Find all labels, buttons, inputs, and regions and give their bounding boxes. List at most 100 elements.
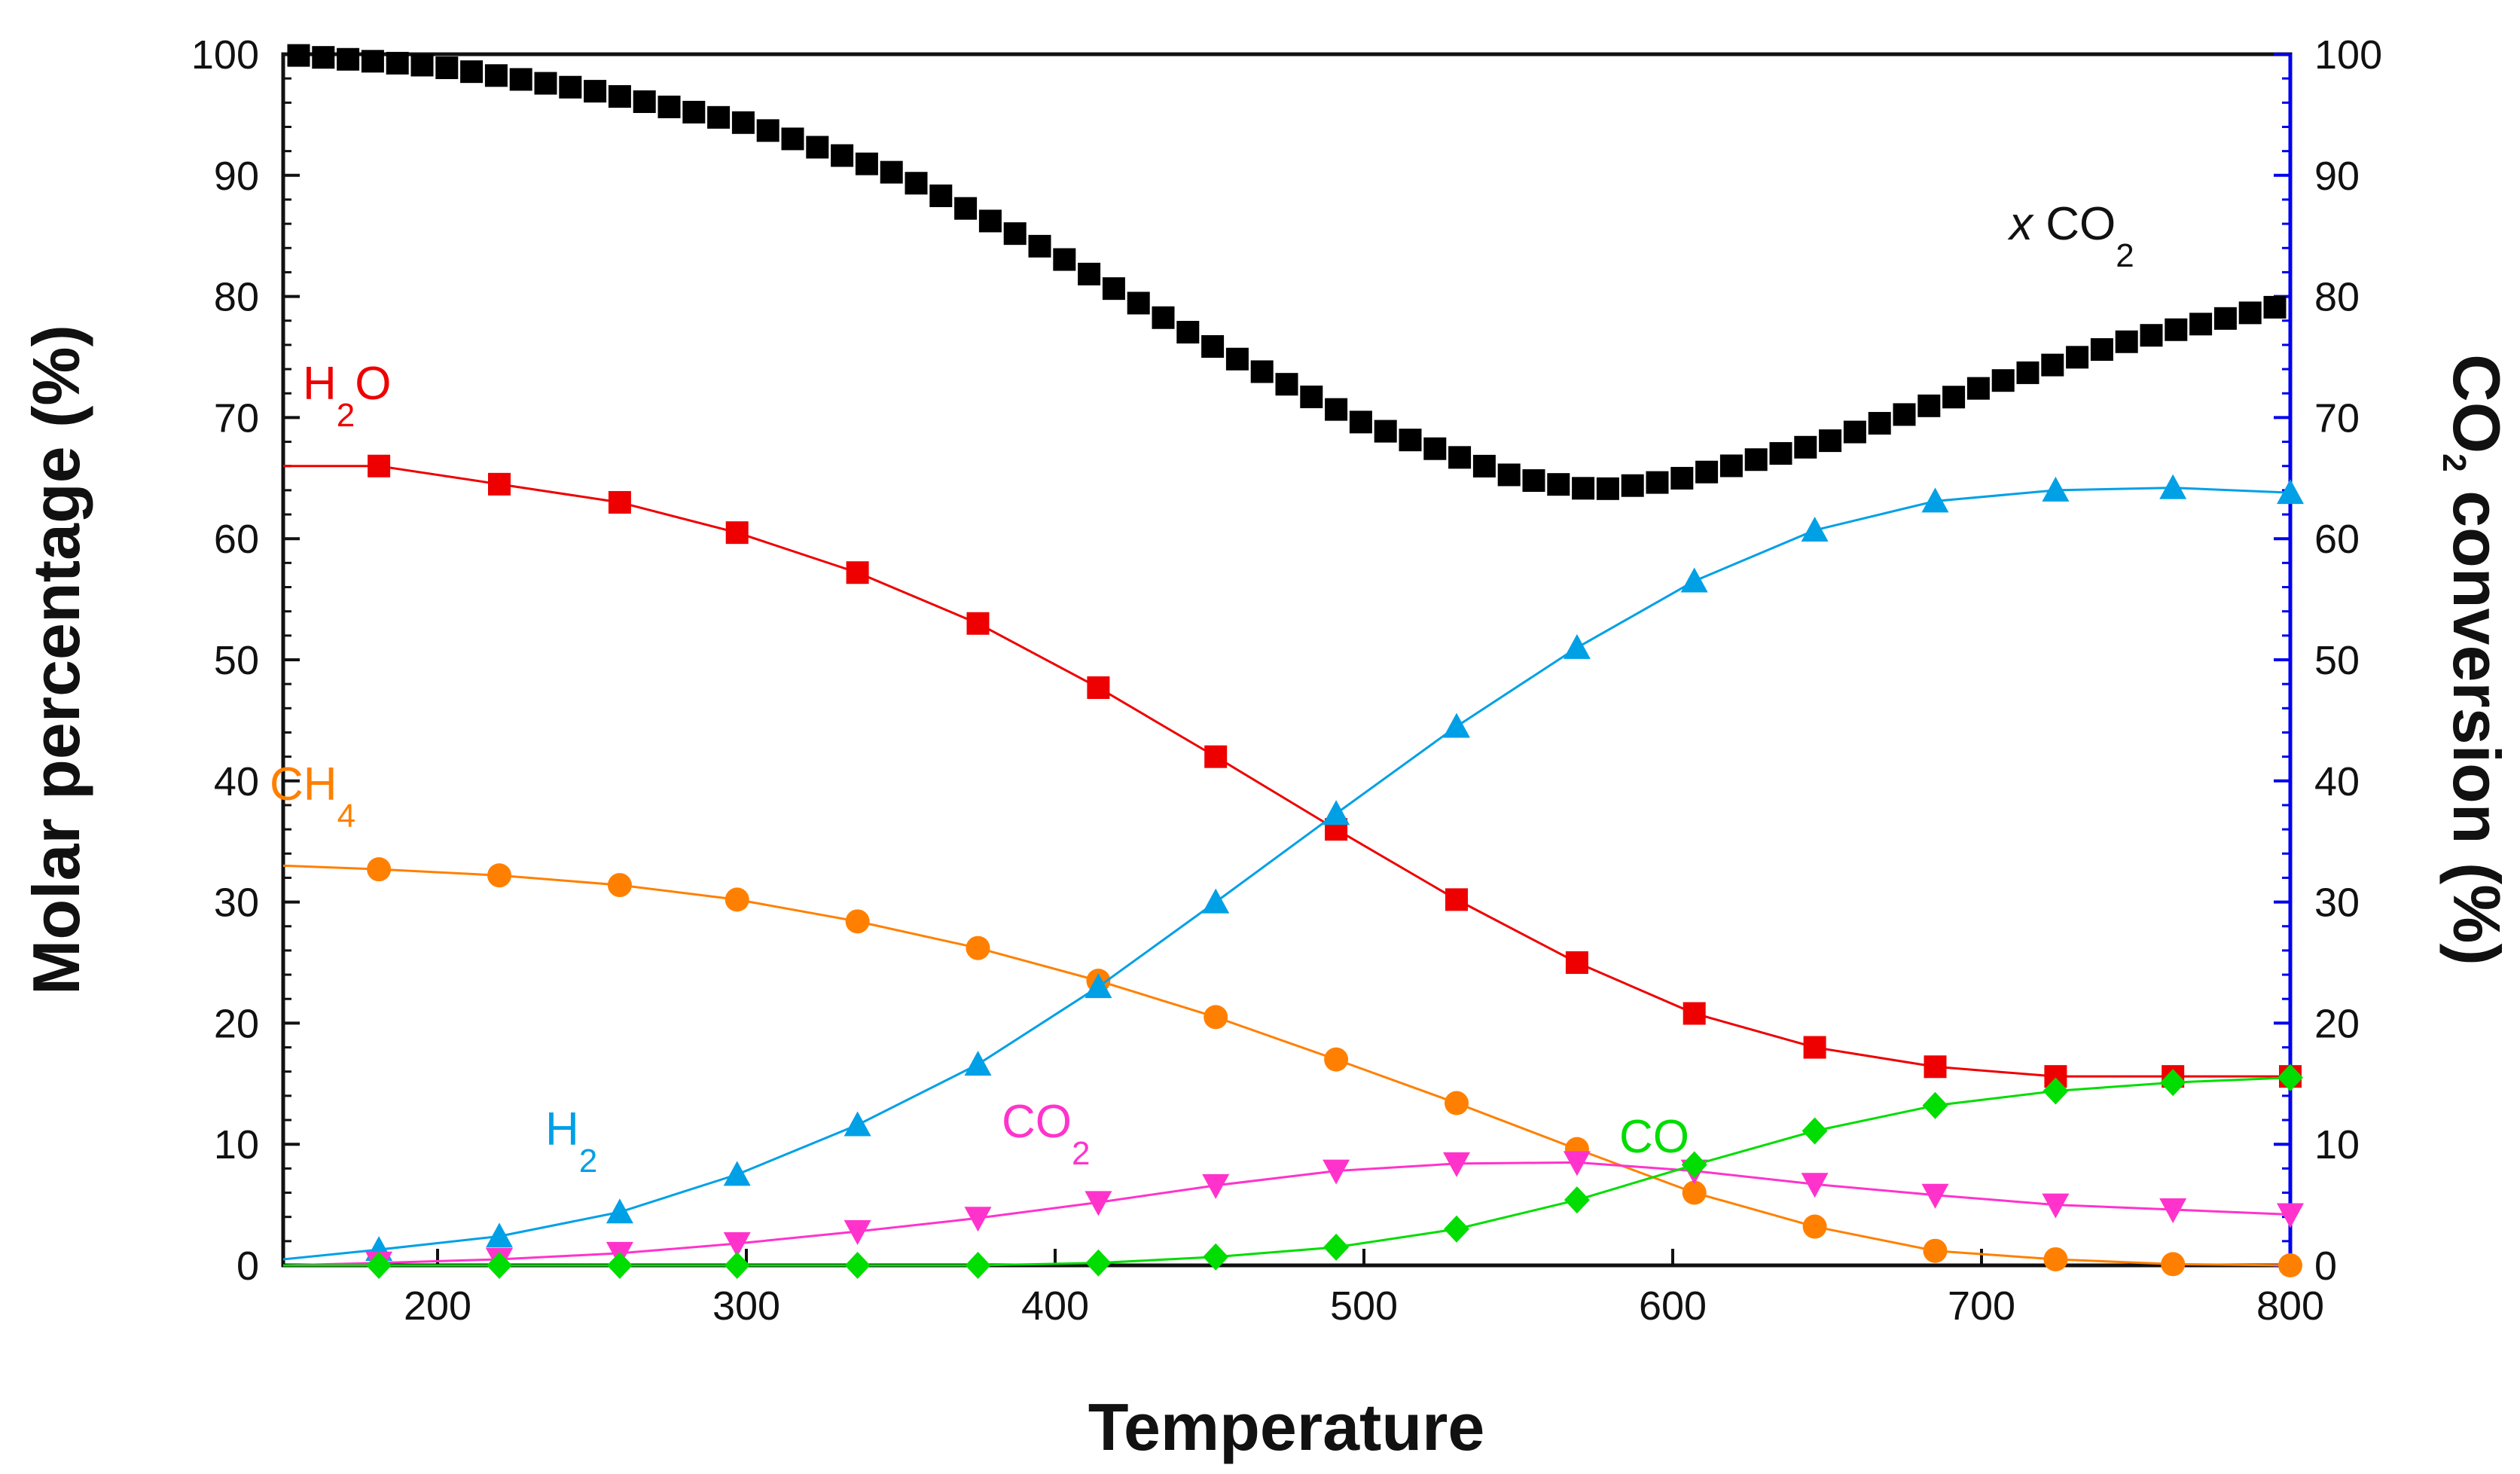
series-point-co — [1922, 1091, 1948, 1119]
y-axis-title-right: CO2 conversion (%) — [2436, 354, 2514, 966]
conversion-point — [1325, 398, 1348, 421]
x-tick-label: 200 — [404, 1283, 471, 1329]
y-left-tick-label: 80 — [214, 275, 259, 320]
series-point-co — [724, 1252, 750, 1279]
series-point-co2 — [1085, 1191, 1112, 1216]
y-axis-title-right-main: CO — [2439, 354, 2514, 453]
conversion-point — [410, 53, 434, 77]
conversion-point — [1028, 234, 1051, 258]
conversion-point — [287, 44, 310, 67]
series-point-h2o — [1204, 745, 1228, 768]
series-label-rest: O — [355, 358, 391, 410]
series-point-h2o — [1683, 1002, 1706, 1025]
series-point-co — [2160, 1069, 2186, 1097]
y-left-tick-label: 100 — [191, 32, 259, 78]
conversion-point — [484, 64, 508, 87]
conversion-point — [806, 136, 829, 159]
series-point-co — [606, 1252, 633, 1279]
y-axis-title-left: Molar percentage (%) — [19, 325, 93, 995]
series-point-co — [844, 1252, 871, 1279]
series-label-main: H — [545, 1103, 579, 1155]
conversion-point — [2238, 301, 2262, 325]
y-right-tick-label: 90 — [2314, 154, 2360, 199]
conversion-point — [1868, 411, 1891, 435]
series-point-co — [965, 1252, 991, 1279]
y-left-tick-label: 0 — [236, 1244, 259, 1289]
series-point-h2 — [1443, 713, 1470, 738]
series-point-h2 — [2277, 479, 2304, 505]
series-label-sub: 2 — [337, 397, 355, 434]
conversion-point — [707, 105, 731, 129]
conversion-point — [2115, 330, 2138, 353]
series-label-co: CO — [1619, 1111, 1689, 1163]
conversion-point — [2213, 307, 2237, 330]
series-point-ch4 — [845, 909, 870, 934]
conversion-point — [1374, 420, 1397, 443]
conversion-point — [608, 85, 631, 108]
x-tick-label: 300 — [712, 1283, 780, 1329]
y-left-tick-label: 50 — [214, 638, 259, 683]
conversion-point — [756, 119, 779, 142]
series-point-ch4 — [2161, 1252, 2186, 1277]
conversion-point — [905, 172, 928, 195]
series-point-ch4 — [2043, 1247, 2068, 1271]
conversion-point — [2140, 324, 2163, 347]
series-line-h2o — [283, 465, 2290, 1078]
series-point-co — [1085, 1249, 1112, 1277]
series-point-h2o — [1445, 888, 1468, 911]
x-tick-label: 700 — [1948, 1283, 2015, 1329]
series-point-ch4 — [367, 857, 392, 882]
series-point-ch4 — [607, 873, 632, 898]
series-point-ch4 — [1445, 1091, 1469, 1115]
series-point-co2 — [1563, 1151, 1591, 1176]
series-point-h2 — [1323, 800, 1350, 826]
series-point-co — [366, 1252, 392, 1279]
conversion-point — [831, 144, 854, 167]
series-line-co2 — [282, 1161, 2291, 1267]
series-point-h2o — [725, 521, 749, 545]
conversion-point — [954, 197, 978, 220]
conversion-point — [1572, 477, 1595, 500]
series-point-co2 — [1202, 1173, 1230, 1199]
conversion-point — [2066, 346, 2089, 369]
conversion-point — [1596, 477, 1619, 500]
series-point-ch4 — [1802, 1214, 1827, 1239]
y-right-tick-label: 0 — [2314, 1244, 2337, 1289]
series-label-h2: H2 — [545, 1103, 597, 1180]
conversion-point — [1769, 441, 1792, 465]
conversion-point — [1670, 466, 1694, 490]
conversion-point — [534, 72, 557, 95]
series-point-h2 — [2159, 474, 2187, 499]
conversion-point — [1423, 437, 1447, 460]
series-point-h2o — [488, 472, 511, 496]
conversion-point — [1275, 373, 1298, 396]
series-point-co2 — [1443, 1152, 1470, 1177]
y-left-tick-label: 70 — [214, 395, 259, 441]
y-axis-title-right-sub: 2 — [2436, 453, 2473, 471]
conversion-point — [682, 100, 706, 124]
conversion-point — [1399, 429, 1422, 452]
conversion-point — [2165, 318, 2188, 341]
conversion-point — [1201, 335, 1225, 359]
conversion-point — [1497, 463, 1521, 487]
series-point-co — [2277, 1064, 2303, 1091]
conversion-point — [1547, 473, 1570, 496]
conversion-point — [509, 68, 532, 91]
series-line-ch4 — [282, 864, 2291, 1267]
series-point-co2 — [723, 1232, 751, 1258]
series-point-co — [1802, 1117, 1828, 1145]
conversion-point — [2189, 313, 2213, 336]
series-point-h2o — [608, 490, 631, 514]
series-point-co2 — [2042, 1193, 2070, 1219]
conversion-label-sub: 2 — [2116, 237, 2134, 274]
x-axis-title: Temperature — [1088, 1390, 1485, 1464]
y-right-tick-label: 40 — [2314, 759, 2360, 804]
conversion-point — [1102, 277, 1125, 301]
series-point-h2 — [606, 1198, 633, 1224]
series-point-h2o — [1087, 676, 1110, 699]
series-point-co2 — [2159, 1198, 2187, 1224]
series-point-h2 — [1801, 516, 1829, 542]
conversion-point — [1472, 454, 1496, 478]
